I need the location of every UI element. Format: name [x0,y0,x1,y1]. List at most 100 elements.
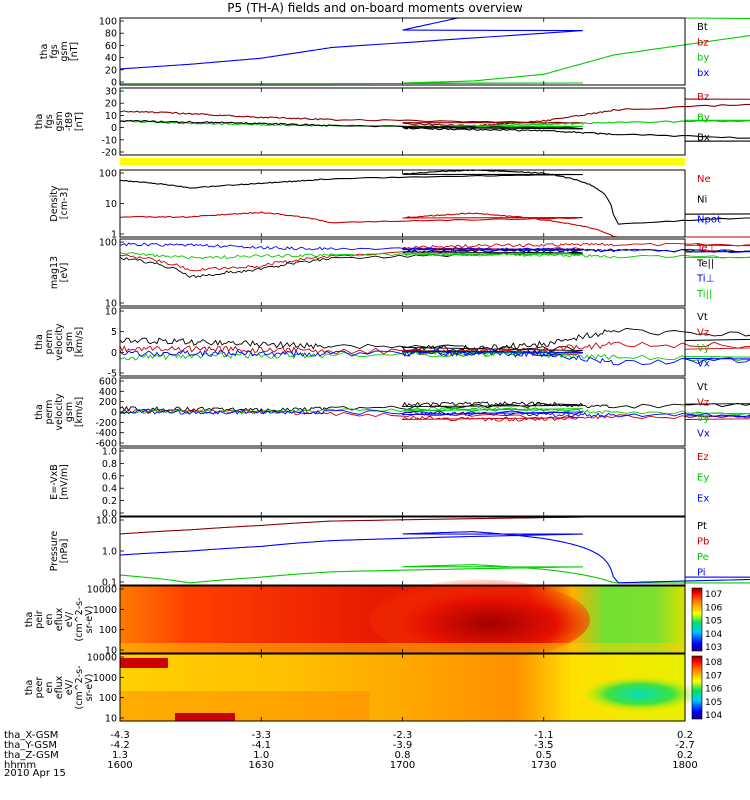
ytick-label: 1.0 [102,447,117,458]
ytick-label: 0 [111,78,117,89]
panel-temperature: Te⊥ Te|| Ti⊥ Ti|| 100 10 mag13 [eV] [49,238,750,310]
series-pe [119,564,750,584]
legend-ez: Ez [697,452,709,463]
xaxis-value: -1.1 [534,730,554,741]
ytick-label: 100 [99,625,117,636]
series-pi [119,531,750,584]
low-energy-hot [175,713,235,721]
ylabel-line: eV/ [64,679,75,695]
ylabel-line: en [44,614,55,626]
colorbar [691,587,703,652]
series-bx [119,17,583,70]
ytick-label: 0 [111,123,117,134]
ylabel-line: eflux [54,675,65,699]
ylabel-line: tha [34,334,45,350]
xaxis-value: 0.5 [536,750,552,761]
ytick-label: -200 [95,418,117,429]
colorbar-label: 108 [705,658,722,668]
ytick-label: 10 [105,646,117,657]
xaxis-value: 1700 [390,760,415,771]
xaxis-row-label: tha_X-GSM [4,730,58,741]
ylabel-line: velocity [54,323,65,361]
xaxis-value: 1.3 [112,750,128,761]
series-vt [119,401,750,413]
ylabel-line: [nPa] [59,539,70,564]
ytick-label: 400 [99,387,117,398]
legend-ex: Ex [697,493,709,504]
ytick-label: 0 [111,348,117,359]
ytick-label: 1.0 [102,547,117,558]
series-ni [119,169,750,225]
legend-vy: Vy [697,343,710,354]
ytick-label: 10000 [87,653,117,664]
xaxis-row-label: tha_Z-GSM [4,750,59,761]
chart-title: P5 (TH-A) fields and on-board moments ov… [227,1,523,15]
legend-vy: Vy [697,413,710,424]
ylabel-line: gsm [54,111,65,131]
ytick-label: -10 [101,135,117,146]
legend-bz: bz [697,37,709,48]
ytick-label: 60 [105,41,117,52]
series-ti [119,251,750,260]
colorbar-label: 107 [705,671,722,681]
ytick-label: -400 [95,428,117,439]
ylabel-line: velocity [54,393,65,431]
series-ti [119,242,750,253]
ytick-label: -20 [101,148,117,159]
ytick-label: 0.8 [102,459,117,470]
legend-vx: Vx [697,359,710,370]
ylabel-line: [nT] [69,42,80,61]
legend-vx: Vx [697,429,710,440]
ytick-label: 0.0 [102,509,117,520]
xaxis-value: 0.8 [395,750,411,761]
ylabel-line: Pressure [49,531,60,572]
hot-region [370,579,590,660]
series-vx [119,409,750,418]
legend-ne: Ne [697,174,711,185]
ytick-label: 10 [105,299,117,310]
ylabel-line: en [44,682,55,694]
legend-bx: bx [697,68,709,79]
legend-te: Te|| [696,258,714,269]
ytick-label: 100 [99,693,117,704]
ylabel-line: (cm^2-s- [74,666,85,710]
ytick-label: 1000 [93,605,117,616]
xaxis-value: -4.1 [251,740,271,751]
legend-bt: Bt [697,22,708,33]
ytick-label: 10 [105,714,117,725]
colorbar-label: 105 [705,617,722,627]
xaxis-value: -3.9 [393,740,413,751]
legend-pi: Pi [697,568,706,579]
ytick-label: 10 [105,307,117,318]
legend-by: by [697,53,709,64]
colorbar [691,655,703,720]
ytick-label: 10000 [87,585,117,596]
ylabel-line: tha [24,680,35,696]
ylabel-line: [km/s] [74,327,85,357]
series-vt [119,327,750,352]
ytick-label: 10.0 [96,516,117,527]
ylabel-line: tha [24,612,35,628]
colorbar-label: 103 [705,643,722,653]
panel-peir-spec: 107 106 105 104 103 10000 1000 100 10 tha peir en ef… [24,579,722,660]
legend-ni: Ni [697,194,707,205]
ytick-label: 30 [105,87,117,98]
legend-bz: Bz [697,92,709,103]
xaxis-value: 1730 [531,760,556,771]
ylabel-line: Density [49,185,60,221]
hot-region [120,658,168,668]
ylabel-line: fgs [44,114,55,128]
ytick-label: 0.1 [102,578,117,589]
panel-frame [119,87,686,156]
colorbar-label: 104 [705,711,722,721]
ytick-label: 10 [105,199,117,210]
series-ne [119,211,750,238]
ylabel-line: [eV] [59,263,70,283]
ylabel-line: tha [34,404,45,420]
low-energy-band [120,643,685,653]
series-bz [119,98,750,127]
